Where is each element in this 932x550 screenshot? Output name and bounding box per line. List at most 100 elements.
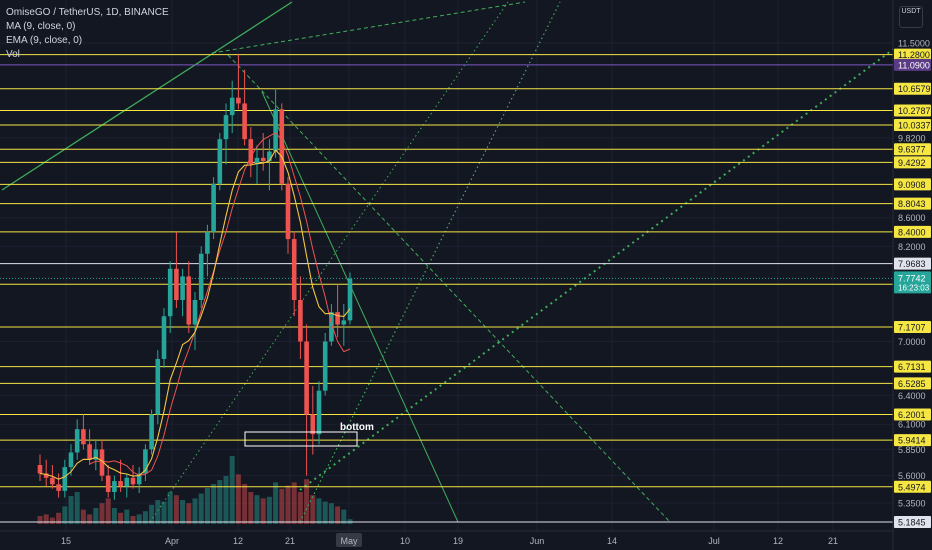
indicator-ma[interactable]: MA (9, close, 0): [6, 21, 76, 32]
level-badge-bg: [894, 58, 931, 71]
bottom-annotation[interactable]: bottom: [244, 422, 374, 447]
level-badge-bg: [894, 225, 931, 238]
trendline-long-green[interactable]: [1, 1, 293, 191]
price-tick-label: 5.8500: [898, 445, 926, 455]
indicator-ema[interactable]: EMA (9, close, 0): [6, 35, 83, 46]
volume-bar: [186, 503, 192, 524]
level-badge: 10.6579: [898, 84, 931, 94]
candle-body: [267, 151, 272, 162]
candle-body: [174, 268, 179, 301]
candle-body: [279, 109, 285, 184]
trendline-down-dashed[interactable]: [227, 54, 671, 523]
indicator-vol[interactable]: Vol: [6, 49, 20, 60]
level-badge: 6.7131: [898, 362, 926, 372]
candle-body: [223, 115, 229, 140]
candle-body: [248, 139, 254, 165]
candle-body: [99, 449, 105, 476]
trendline-up-dotted-3[interactable]: [149, 1, 509, 523]
candle-body: [236, 97, 241, 104]
level-badge-bg: [894, 82, 931, 95]
candle-body: [205, 231, 210, 254]
candle-body: [124, 477, 130, 487]
candle-body: [329, 312, 334, 342]
candle-body: [316, 390, 322, 435]
level-badge: 9.4292: [898, 158, 926, 168]
price-tick-label: 7.0000: [898, 337, 926, 347]
volume-bar: [248, 492, 254, 524]
level-badge: 6.5285: [898, 379, 926, 389]
volume-bar: [130, 516, 136, 524]
level-badge: 7.1707: [898, 322, 926, 332]
level-badge-bg: [894, 257, 931, 270]
level-badge-bg: [894, 119, 931, 132]
volume-bar: [56, 512, 62, 524]
volume-bar: [167, 492, 173, 524]
level-badge: 6.2001: [898, 410, 926, 420]
volume-bar: [204, 488, 210, 524]
volume-bar: [322, 501, 328, 524]
candle-body: [304, 341, 309, 415]
price-tick-label: 8.2000: [898, 242, 926, 252]
volume-bar: [192, 498, 198, 524]
candle-body: [56, 484, 61, 491]
chart-legend: OmiseGO / TetherUS, 1D, BINANCE MA (9, c…: [6, 6, 169, 62]
candle-body: [273, 109, 278, 152]
chart-title[interactable]: OmiseGO / TetherUS, 1D, BINANCE: [6, 7, 169, 18]
candle-body: [217, 139, 223, 184]
level-badge-bg: [894, 320, 931, 333]
candle-body: [155, 358, 161, 415]
volume-bar: [99, 503, 105, 524]
volume-bar: [229, 456, 235, 524]
candle-body: [118, 481, 123, 487]
level-badge: 5.9414: [898, 436, 926, 446]
volume-bar: [161, 501, 167, 524]
candle-body: [254, 157, 260, 165]
volume-bar: [105, 498, 111, 524]
candle-body: [298, 300, 303, 342]
trendline-top-dashed[interactable]: [211, 1, 526, 54]
volume-bar: [285, 485, 291, 524]
level-badge: 8.4000: [898, 227, 926, 237]
level-badge-bg: [894, 377, 931, 390]
annotation-label: bottom: [340, 422, 374, 433]
volume-bar: [149, 504, 155, 524]
volume-bar: [68, 496, 74, 524]
time-tick-label: 14: [607, 536, 617, 546]
candle-body: [192, 300, 198, 325]
volume-bar: [43, 514, 49, 524]
time-tick-label: Jul: [708, 536, 720, 546]
annotation-box[interactable]: [244, 431, 358, 447]
currency-label[interactable]: USDT: [899, 6, 923, 28]
volume-bar: [328, 503, 334, 524]
volume-bar: [62, 506, 68, 524]
volume-bar: [155, 500, 161, 524]
candle-body: [130, 477, 136, 485]
time-axis[interactable]: 15 Apr 12 21 May 10 19 Jun 14 Jul 12 21: [0, 530, 893, 547]
level-badge-bg: [894, 178, 931, 191]
volume-bar: [291, 482, 297, 524]
level-badge-bg: [894, 516, 931, 528]
volume-bar: [235, 474, 241, 524]
time-tick-label: Jun: [530, 536, 545, 546]
candle-body: [211, 183, 216, 232]
level-badge: 11.2800: [898, 50, 930, 60]
level-badge-bg: [894, 104, 931, 117]
volume-bar: [310, 495, 316, 524]
candle-body: [81, 429, 86, 445]
price-axis-ticks: 11.5000 9.8200 8.6000 8.2000 7.0000 6.4000 6.1…: [898, 39, 930, 509]
candle-body: [322, 341, 328, 391]
candle-body: [68, 452, 74, 468]
volume-bar: [279, 488, 285, 524]
candles: [37, 54, 353, 500]
level-badge-bg: [894, 480, 931, 493]
time-tick-label: Apr: [165, 536, 179, 546]
volume-bar: [260, 498, 266, 524]
trendline-down-solid[interactable]: [261, 91, 459, 523]
volume-bar: [49, 517, 55, 524]
candle-body: [37, 465, 43, 474]
level-badge: 7.9683: [898, 259, 926, 269]
volume-bar: [341, 509, 347, 524]
volume-bar: [198, 493, 204, 524]
candle-body: [161, 316, 167, 359]
